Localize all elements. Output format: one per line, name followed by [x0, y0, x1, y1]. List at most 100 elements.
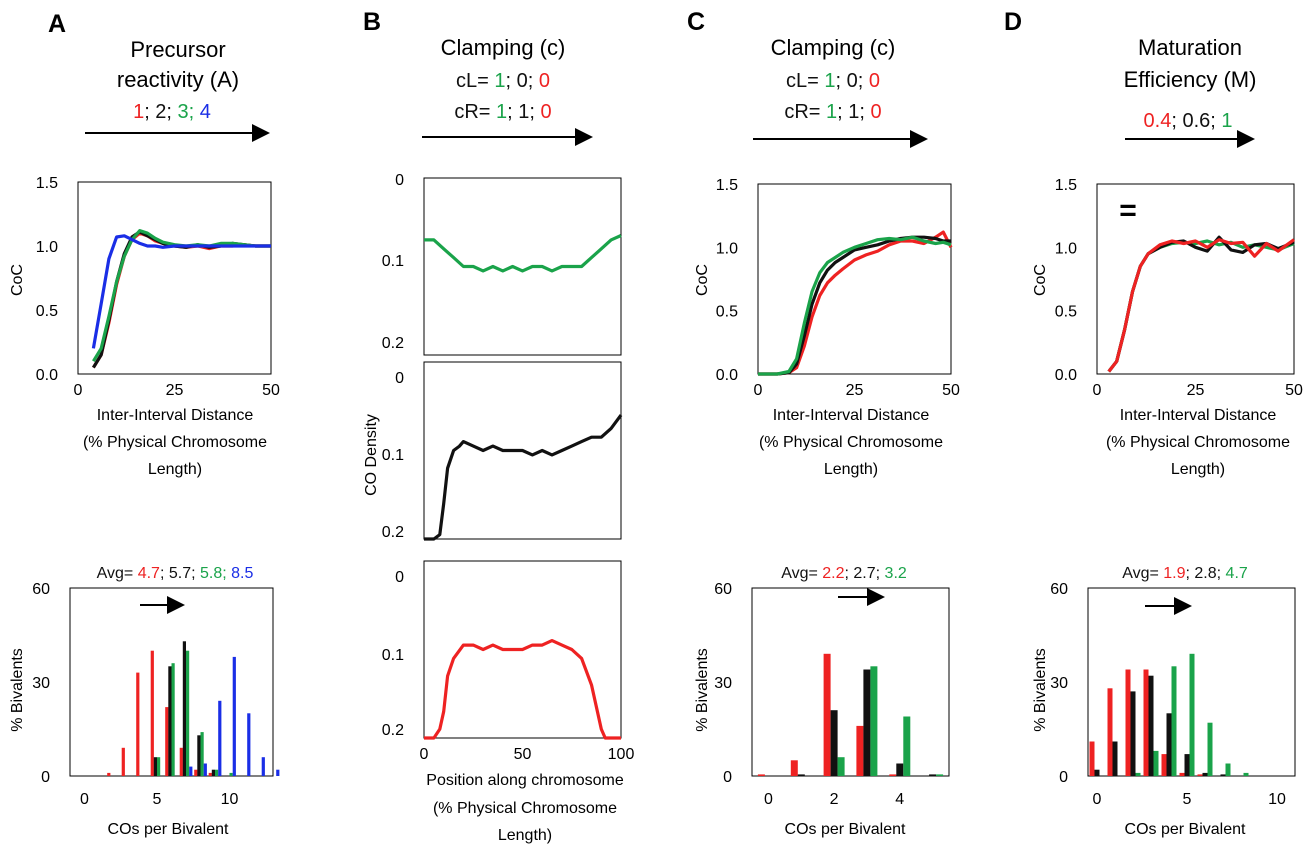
panel-b-param: cR= 1; 1; 0: [454, 101, 551, 123]
panel-a-coc-ylabel: CoC: [9, 264, 26, 296]
panel-c-avg: Avg= 2.2; 2.7; 3.2: [781, 565, 907, 582]
panel-d-coc-frame: [1096, 183, 1295, 375]
panel-b-density-black-series-black: [424, 414, 623, 541]
panel-c-coc-xlabel: (% Physical Chromosome: [759, 434, 943, 451]
panel-d-hist-bar-black: [1202, 772, 1208, 776]
panel-a-hist-bar-red: [107, 772, 111, 776]
panel-a-coc-series-black: [92, 230, 271, 369]
panel-c-hist-bar-red: [889, 774, 897, 776]
panel-a-coc-xtick: 0: [74, 382, 83, 399]
panel-c-coc-ytick: 1.0: [716, 240, 738, 257]
panel-d-hist-ytick: 30: [1050, 675, 1068, 692]
panel-a-hist-bar-blue: [203, 763, 207, 776]
panel-c-hist-xtick: 0: [764, 791, 773, 808]
panel-b-density-green-ytick: 0.1: [382, 253, 404, 270]
panel-c-coc-xlabel: Length): [824, 461, 878, 478]
panel-a-arrow: [85, 124, 270, 142]
panel-c-coc-series-red: [758, 230, 953, 376]
panel-a-hist-xlabel: COs per Bivalent: [108, 821, 229, 838]
panel-d-hist-bar-green: [1243, 772, 1249, 776]
panel-a-hist-ytick: 0: [41, 769, 50, 786]
panel-a-coc-series-green: [92, 229, 271, 363]
panel-a-hist-bar-blue: [232, 656, 236, 776]
panel-b-density-red-xtick: 50: [514, 746, 532, 763]
panel-c-hist-bar-green: [936, 774, 944, 776]
panel-a-title: reactivity (A): [117, 67, 239, 92]
panel-a-hist-bar-blue: [276, 769, 280, 776]
panel-c-hist-frame: [751, 587, 950, 777]
panel-b-density-red-frame: [423, 560, 622, 739]
panel-a-hist-ytick: 30: [32, 675, 50, 692]
panel-d-title: Maturation: [1138, 35, 1242, 60]
panel-a-coc-xtick: 25: [166, 382, 184, 399]
panel-a-coc-ytick: 0.5: [36, 303, 58, 320]
panel-a-hist-bar-green: [229, 772, 233, 776]
panel-b-density-red-xtick: 0: [420, 746, 429, 763]
panel-b-density-green-ytick: 0: [395, 172, 404, 189]
panel-a-coc-xlabel: Inter-Interval Distance: [97, 407, 254, 424]
panel-c-hist-ytick: 0: [723, 769, 732, 786]
panel-a-hist-bar-red: [136, 672, 140, 776]
panel-a-hist-bar-blue: [247, 713, 251, 776]
panel-d-hist-xtick: 10: [1268, 791, 1286, 808]
panel-d-coc-ytick: 0.0: [1055, 367, 1077, 384]
panel-d-hist-bar-green: [1207, 722, 1213, 776]
panel-c-hist-xtick: 4: [895, 791, 904, 808]
panel-a-hist-bar-red: [194, 769, 198, 776]
panel-d-hist-bar-red: [1179, 772, 1185, 776]
panel-c-hist-bar-black: [896, 763, 904, 776]
panel-a-hist-bar-red: [208, 772, 212, 776]
panel-d-hist-xtick: 0: [1093, 791, 1102, 808]
panel-c-coc-series-green: [758, 235, 952, 376]
panel-d-equals-sign: =: [1119, 194, 1137, 227]
panel-b-density-black-ytick: 0: [395, 370, 404, 387]
panel-c-title: Clamping (c): [771, 35, 896, 60]
panel-b-density-green-series-green: [424, 234, 622, 273]
panel-b-density-red-ytick: 0: [395, 569, 404, 586]
panel-c-hist-bar-green: [903, 716, 911, 776]
panel-d-coc-series-black: [1107, 235, 1295, 373]
panel-c-coc-xtick: 50: [942, 382, 960, 399]
panel-a-hist-ylabel: % Bivalents: [9, 648, 26, 732]
panel-d-hist-bar-black: [1166, 713, 1172, 776]
panel-c-hist-xtick: 2: [830, 791, 839, 808]
panel-d-coc-series-red: [1107, 238, 1295, 373]
panel-c-coc-ytick: 0.5: [716, 304, 738, 321]
panel-c-hist-bar-black: [797, 774, 805, 776]
panel-d-coc-ytick: 0.5: [1055, 304, 1077, 321]
panel-a-hist-bar-red: [165, 707, 169, 776]
panel-b-density-xlabel: (% Physical Chromosome: [433, 800, 617, 817]
panel-b-arrow: [422, 128, 593, 146]
panel-a-hist-arrow: [140, 596, 185, 614]
panel-b-density-green-frame: [423, 177, 622, 356]
panel-a-hist-bar-black: [182, 641, 186, 776]
panel-d-hist-bar-green: [1135, 772, 1141, 776]
panel-c-hist-bar-green: [837, 757, 845, 776]
panel-c-hist-bar-black: [929, 774, 937, 776]
panel-b-density-red-xtick: 100: [608, 746, 635, 763]
panel-a-coc-ytick: 0.0: [36, 367, 58, 384]
panel-b-density-black-ytick: 0.2: [382, 524, 404, 541]
panel-c-hist-bar-green: [870, 666, 878, 776]
panel-c-coc-series-black: [758, 235, 951, 376]
panel-a-coc-series-blue: [91, 234, 271, 349]
panel-d-hist-bar-green: [1171, 666, 1177, 776]
panel-c-coc-ytick: 1.5: [716, 177, 738, 194]
panel-d-coc-xlabel: Length): [1171, 461, 1225, 478]
panel-a-hist-bar-black: [168, 666, 172, 776]
panel-a-coc-series-red: [92, 231, 271, 369]
panel-c-hist-bar-black: [830, 710, 838, 776]
panel-c-coc-xlabel: Inter-Interval Distance: [773, 407, 930, 424]
panel-a-param: 1; 2; 3; 4: [133, 101, 211, 123]
panel-c-hist-ytick: 30: [714, 675, 732, 692]
panel-d-hist-xtick: 5: [1183, 791, 1192, 808]
panel-a-hist-bar-red: [150, 650, 154, 776]
panel-a-hist-bar-red: [179, 747, 183, 776]
panel-d-avg: Avg= 1.9; 2.8; 4.7: [1122, 565, 1248, 582]
panel-c-hist-xlabel: COs per Bivalent: [785, 821, 906, 838]
panel-a-hist-bar-blue: [189, 766, 193, 776]
panel-d-hist-bar-black: [1130, 691, 1136, 776]
panel-d-coc-xlabel: (% Physical Chromosome: [1106, 434, 1290, 451]
panel-d-hist-ylabel: % Bivalents: [1032, 648, 1049, 732]
panel-d-hist-bar-black: [1094, 769, 1100, 776]
